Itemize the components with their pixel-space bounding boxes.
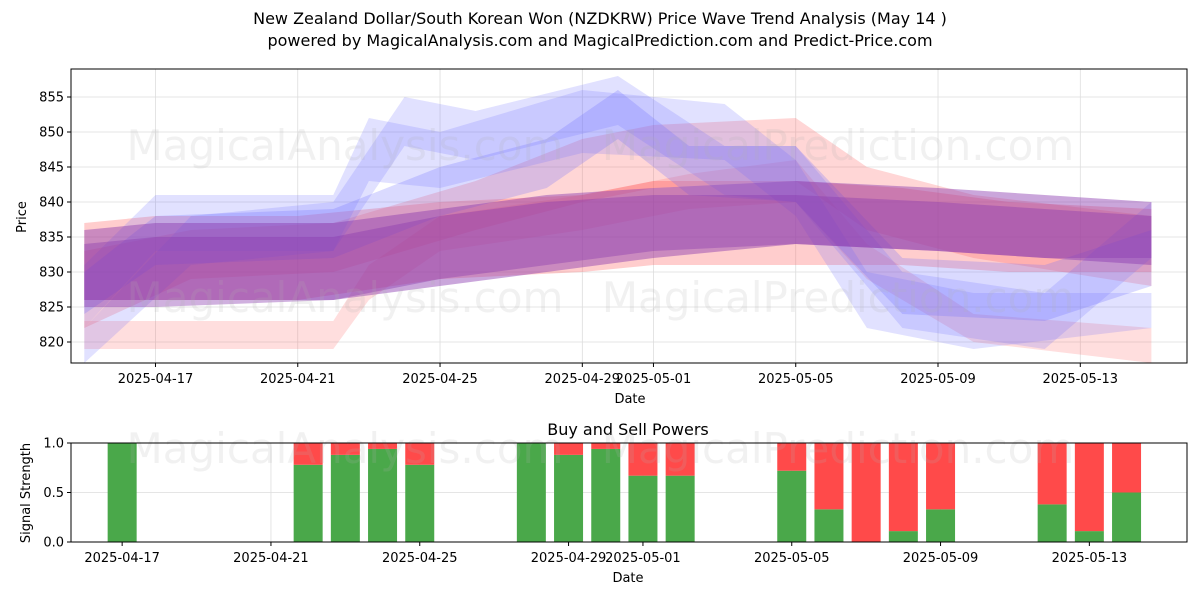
watermark-analysis-bottom: MagicalAnalysis.com <box>127 424 564 473</box>
price-x-axis-label: Date <box>614 392 645 407</box>
price-y-tick-label: 825 <box>39 301 64 316</box>
price-y-tick-label: 840 <box>39 196 64 211</box>
price-x-tick-label: 2025-04-17 <box>118 372 194 387</box>
buy-bar <box>591 448 621 542</box>
watermark-analysis-middle: MagicalAnalysis.com <box>127 273 564 322</box>
watermark-analysis-top: MagicalAnalysis.com <box>127 121 564 170</box>
signal-axes: 0.0 0.5 1.0 2025-04-17 2025-04-21 2025-04-25 2… <box>43 437 1188 566</box>
price-x-tick-label: 2025-04-21 <box>260 372 336 387</box>
chart-title-line-2: powered by MagicalAnalysis.com and Magic… <box>267 31 933 50</box>
price-y-tick-label: 855 <box>39 91 64 106</box>
sell-bar <box>405 443 435 465</box>
price-bands <box>84 76 1152 363</box>
sell-bar <box>814 443 844 510</box>
price-band-purple-band-1 <box>84 181 1152 300</box>
signal-bars <box>107 443 1142 542</box>
price-grid <box>71 69 1187 363</box>
signal-x-axis-label: Date <box>612 571 643 586</box>
buy-bar <box>330 454 360 542</box>
price-y-axis-label: Price <box>15 201 30 233</box>
sell-bar <box>851 443 881 542</box>
signal-x-tick-label: 2025-04-25 <box>382 551 458 566</box>
signal-x-tick-label: 2025-04-21 <box>233 551 309 566</box>
buy-bar <box>814 509 844 542</box>
sell-bar <box>777 443 807 471</box>
price-band-red-band-3 <box>84 160 1152 363</box>
buy-bar <box>368 448 398 542</box>
signal-x-tick-label: 2025-05-09 <box>903 551 979 566</box>
price-plot-area <box>71 69 1187 363</box>
buy-bar <box>1112 492 1142 542</box>
signal-y-tick-label: 0.5 <box>43 486 64 501</box>
sell-bar <box>1037 443 1067 505</box>
buy-bar <box>1074 531 1104 542</box>
buy-bar <box>107 443 137 542</box>
buy-bar <box>516 443 546 542</box>
buy-bar <box>777 470 807 542</box>
price-x-tick-label: 2025-04-29 <box>545 372 621 387</box>
price-plot-frame <box>70 68 1188 364</box>
buy-bar <box>405 464 435 542</box>
price-x-tick-label: 2025-04-25 <box>402 372 478 387</box>
sell-bar <box>554 443 584 455</box>
signal-y-tick-label: 1.0 <box>43 437 64 452</box>
sell-bar <box>330 443 360 455</box>
sell-bar <box>926 443 956 510</box>
price-y-tick-label: 835 <box>39 231 64 246</box>
signal-y-axis-label: Signal Strength <box>19 443 34 543</box>
buy-bar <box>888 531 918 542</box>
sell-bar <box>888 443 918 532</box>
price-y-tick-label: 820 <box>39 336 64 351</box>
signal-x-tick-label: 2025-05-05 <box>754 551 830 566</box>
price-y-tick-label: 850 <box>39 126 64 141</box>
sell-bar <box>591 443 621 449</box>
price-chart: MagicalAnalysis.com MagicalPrediction.co… <box>15 68 1188 407</box>
watermark-prediction-bottom: MagicalPrediction.com <box>602 424 1075 473</box>
watermark-prediction-middle: MagicalPrediction.com <box>602 273 1075 322</box>
signal-x-tick-label: 2025-04-29 <box>531 551 607 566</box>
price-band-blue-band-3 <box>84 90 1152 321</box>
price-band-blue-band-1 <box>84 90 1152 349</box>
signal-x-tick-label: 2025-04-17 <box>84 551 160 566</box>
price-x-tick-label: 2025-05-09 <box>900 372 976 387</box>
buy-bar <box>665 475 695 542</box>
price-band-blue-band-2 <box>84 76 1152 363</box>
sell-bar <box>1112 443 1142 493</box>
signal-x-tick-label: 2025-05-13 <box>1052 551 1128 566</box>
price-x-tick-label: 2025-05-13 <box>1043 372 1119 387</box>
price-y-tick-label: 845 <box>39 161 64 176</box>
buy-bar <box>1037 504 1067 542</box>
price-axes: 820 825 830 835 840 845 850 855 2025-04-17 2025-0… <box>39 68 1188 387</box>
buy-bar <box>554 454 584 542</box>
signal-chart-title: Buy and Sell Powers <box>547 420 709 439</box>
signal-chart: Buy and Sell Powers MagicalAnalysis.com … <box>19 420 1188 586</box>
signal-y-tick-label: 0.0 <box>43 536 64 551</box>
buy-bar <box>628 475 658 542</box>
sell-bar <box>628 443 658 476</box>
buy-bar <box>926 509 956 542</box>
watermark-prediction-top: MagicalPrediction.com <box>602 121 1075 170</box>
price-band-purple-band-2 <box>84 195 1152 307</box>
sell-bar <box>1074 443 1104 532</box>
sell-bar <box>293 443 323 465</box>
price-band-red-band-1 <box>84 181 1152 300</box>
buy-bar <box>293 464 323 542</box>
sell-bar <box>368 443 398 449</box>
price-band-red-band-2 <box>84 118 1152 328</box>
sell-bar <box>665 443 695 476</box>
signal-x-tick-label: 2025-05-01 <box>605 551 681 566</box>
price-x-tick-label: 2025-05-01 <box>616 372 692 387</box>
chart-title-line-1: New Zealand Dollar/South Korean Won (NZD… <box>253 9 947 28</box>
price-y-tick-label: 830 <box>39 266 64 281</box>
price-x-tick-label: 2025-05-05 <box>758 372 834 387</box>
